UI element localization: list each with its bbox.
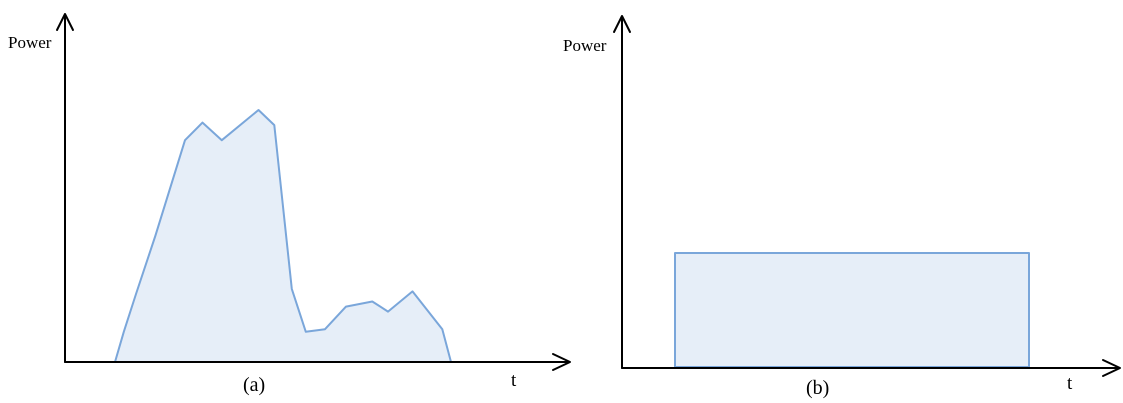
y-axis-arrow-b [613, 15, 631, 33]
y-axis-arrow-a [56, 13, 74, 31]
panel-b: Power t (b) [563, 15, 1121, 399]
panel-a: Power t (a) [8, 13, 571, 396]
caption-b: (b) [806, 377, 829, 399]
power-area-constant [674, 252, 1030, 368]
x-axis-label-a: t [511, 370, 517, 391]
caption-a: (a) [243, 374, 265, 396]
x-axis-arrow-b [1102, 359, 1121, 377]
power-area-variable [114, 109, 452, 363]
x-axis-label-b: t [1067, 373, 1073, 394]
y-axis-label-a: Power [8, 33, 52, 52]
y-axis-label-b: Power [563, 36, 607, 55]
x-axis-arrow-a [552, 353, 571, 371]
